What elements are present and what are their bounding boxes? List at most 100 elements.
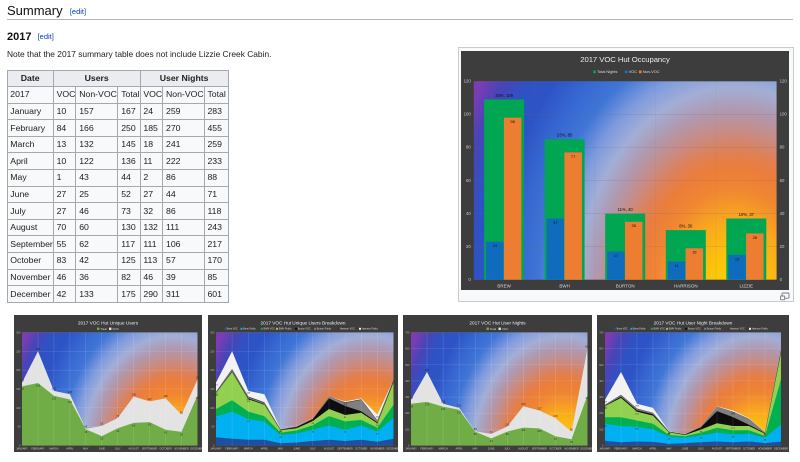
svg-text:0: 0: [19, 444, 21, 447]
svg-text:37: 37: [554, 219, 559, 224]
svg-text:120: 120: [780, 78, 788, 83]
svg-text:15: 15: [735, 256, 740, 261]
svg-text:145: 145: [52, 386, 57, 390]
svg-text:71: 71: [489, 429, 492, 433]
svg-text:JUNE: JUNE: [293, 447, 300, 450]
svg-text:OCTOBER: OCTOBER: [159, 447, 172, 450]
svg-text:40: 40: [780, 210, 785, 215]
svg-text:60: 60: [132, 423, 135, 427]
svg-text:10%, 37: 10%, 37: [739, 211, 755, 216]
svg-text:86: 86: [473, 432, 476, 436]
svg-text:BWH VOC: BWH VOC: [263, 327, 275, 330]
svg-text:Total Nights: Total Nights: [597, 69, 617, 74]
svg-text:NOVEMBER: NOVEMBER: [564, 447, 579, 450]
svg-text:FEBRUARY: FEBRUARY: [225, 447, 239, 450]
svg-text:135: 135: [603, 425, 607, 427]
svg-text:167: 167: [214, 384, 218, 386]
svg-text:BREW: BREW: [498, 283, 512, 288]
svg-text:25: 25: [100, 436, 103, 440]
svg-text:FEBRUARY: FEBRUARY: [31, 447, 45, 450]
svg-text:43: 43: [84, 429, 87, 433]
svg-text:BWH Public: BWH Public: [278, 327, 292, 330]
svg-text:55: 55: [667, 438, 670, 440]
svg-text:28: 28: [753, 234, 758, 239]
svg-text:250: 250: [210, 350, 215, 353]
svg-text:106: 106: [537, 429, 542, 433]
svg-text:44: 44: [84, 424, 87, 428]
svg-text:250: 250: [36, 347, 41, 351]
svg-text:115: 115: [635, 428, 639, 430]
svg-text:50: 50: [211, 425, 214, 428]
svg-text:81: 81: [343, 416, 346, 418]
svg-text:500: 500: [405, 363, 410, 366]
svg-text:251: 251: [603, 406, 607, 408]
svg-text:42: 42: [164, 430, 167, 434]
svg-text:259: 259: [440, 399, 445, 403]
svg-text:28: 28: [279, 436, 282, 438]
svg-text:77: 77: [571, 153, 576, 158]
svg-text:NOVEMBER: NOVEMBER: [174, 447, 189, 450]
svg-text:142: 142: [214, 393, 218, 395]
svg-text:Harrison VOC: Harrison VOC: [729, 327, 744, 330]
svg-text:150: 150: [16, 388, 21, 391]
svg-text:MAY: MAY: [277, 447, 283, 450]
svg-text:36: 36: [180, 432, 183, 436]
svg-text:BWH: BWH: [560, 283, 571, 288]
svg-text:100: 100: [780, 111, 788, 116]
svg-text:130: 130: [132, 392, 137, 396]
svg-text:11: 11: [675, 262, 680, 267]
svg-text:17: 17: [614, 253, 619, 258]
svg-text:600: 600: [405, 347, 410, 350]
svg-text:62: 62: [699, 437, 702, 439]
svg-text:73: 73: [763, 435, 766, 437]
svg-text:270: 270: [424, 402, 429, 406]
svg-text:Non-VOC: Non-VOC: [643, 69, 660, 74]
svg-text:125: 125: [163, 394, 168, 398]
svg-text:400: 400: [405, 379, 410, 382]
svg-text:0: 0: [213, 444, 215, 447]
svg-text:200: 200: [210, 369, 215, 372]
svg-text:JANUARY: JANUARY: [16, 447, 28, 450]
svg-text:68: 68: [731, 436, 734, 438]
svg-text:44: 44: [489, 439, 492, 443]
svg-text:SEPTEMBER: SEPTEMBER: [337, 447, 353, 450]
svg-text:AUGUST: AUGUST: [711, 447, 722, 450]
svg-text:157: 157: [20, 387, 25, 391]
svg-text:80: 80: [780, 144, 785, 149]
svg-text:OCTOBER: OCTOBER: [742, 447, 755, 450]
svg-text:700: 700: [405, 331, 410, 334]
svg-text:40: 40: [466, 210, 471, 215]
svg-text:MAY: MAY: [666, 447, 672, 450]
svg-text:250: 250: [16, 350, 21, 353]
svg-text:Burton Public: Burton Public: [316, 327, 331, 330]
svg-text:175: 175: [195, 375, 200, 379]
svg-text:70: 70: [247, 420, 250, 422]
svg-text:DECEMBER: DECEMBER: [580, 447, 592, 450]
svg-text:77: 77: [214, 418, 217, 420]
svg-text:NOVEMBER: NOVEMBER: [757, 447, 772, 450]
svg-text:SEPTEMBER: SEPTEMBER: [531, 447, 547, 450]
svg-text:73: 73: [311, 419, 314, 421]
svg-text:Brew VOC: Brew VOC: [616, 327, 628, 330]
svg-text:46: 46: [116, 428, 119, 432]
svg-text:SEPTEMBER: SEPTEMBER: [142, 447, 158, 450]
svg-text:118: 118: [505, 422, 510, 426]
svg-text:JULY: JULY: [309, 447, 315, 450]
svg-text:601: 601: [585, 344, 590, 348]
svg-text:259: 259: [408, 404, 413, 408]
svg-text:0: 0: [780, 277, 783, 282]
svg-text:Brew Public: Brew Public: [243, 327, 256, 330]
svg-text:166: 166: [36, 383, 41, 387]
svg-text:MAY: MAY: [472, 447, 478, 450]
svg-text:44: 44: [279, 430, 282, 432]
svg-text:FEBRUARY: FEBRUARY: [420, 447, 434, 450]
svg-text:23%, 85: 23%, 85: [557, 132, 573, 137]
svg-text:JULY: JULY: [698, 447, 704, 450]
svg-text:OCTOBER: OCTOBER: [355, 447, 368, 450]
svg-text:243: 243: [521, 402, 526, 406]
svg-text:86: 86: [505, 432, 508, 436]
svg-text:Brew Public: Brew Public: [633, 327, 646, 330]
svg-text:MARCH: MARCH: [438, 447, 447, 450]
svg-text:MARCH: MARCH: [632, 447, 641, 450]
svg-text:283: 283: [408, 395, 413, 399]
